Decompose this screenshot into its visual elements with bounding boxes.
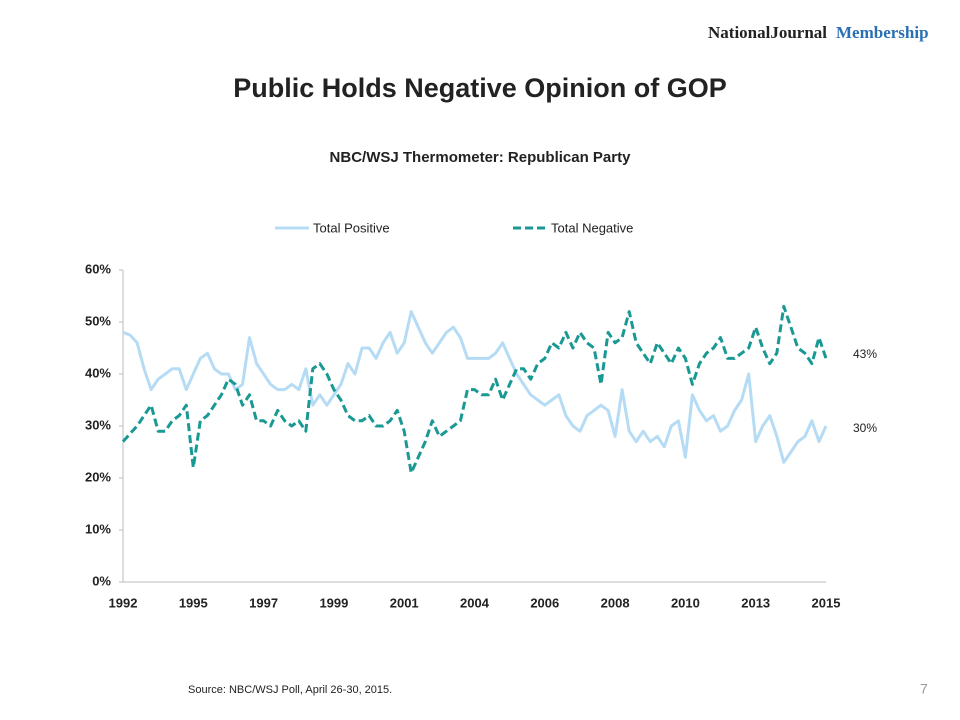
y-tick-label: 60% bbox=[85, 261, 111, 276]
legend-label: Total Positive bbox=[313, 220, 390, 235]
x-tick-label: 2010 bbox=[671, 595, 700, 610]
x-tick-label: 2001 bbox=[390, 595, 419, 610]
page-number: 7 bbox=[920, 681, 928, 697]
y-tick-label: 10% bbox=[85, 521, 111, 536]
logo-dark: NationalJournal bbox=[708, 23, 827, 42]
x-tick-label: 1999 bbox=[319, 595, 348, 610]
end-label: 30% bbox=[853, 421, 877, 435]
x-tick-label: 2013 bbox=[741, 595, 770, 610]
legend-label: Total Negative bbox=[551, 220, 633, 235]
x-tick-label: 2008 bbox=[601, 595, 630, 610]
chart-subtitle: NBC/WSJ Thermometer: Republican Party bbox=[330, 149, 632, 166]
chart-title: Public Holds Negative Opinion of GOP bbox=[233, 73, 727, 103]
series-line bbox=[122, 310, 828, 464]
series-line bbox=[121, 304, 828, 475]
x-tick-label: 1997 bbox=[249, 595, 278, 610]
y-tick-label: 0% bbox=[92, 573, 111, 588]
x-tick-label: 1995 bbox=[179, 595, 208, 610]
y-tick-label: 30% bbox=[85, 417, 111, 432]
source: Source: NBC/WSJ Poll, April 26-30, 2015. bbox=[188, 684, 392, 696]
x-tick-label: 2006 bbox=[530, 595, 559, 610]
y-tick-label: 40% bbox=[85, 365, 111, 380]
x-tick-label: 2004 bbox=[460, 595, 490, 610]
x-tick-label: 2015 bbox=[812, 595, 841, 610]
y-tick-label: 20% bbox=[85, 469, 111, 484]
y-tick-label: 50% bbox=[85, 313, 111, 328]
x-tick-label: 1992 bbox=[109, 595, 138, 610]
end-label: 43% bbox=[853, 347, 877, 361]
logo-blue: Membership bbox=[836, 23, 929, 42]
